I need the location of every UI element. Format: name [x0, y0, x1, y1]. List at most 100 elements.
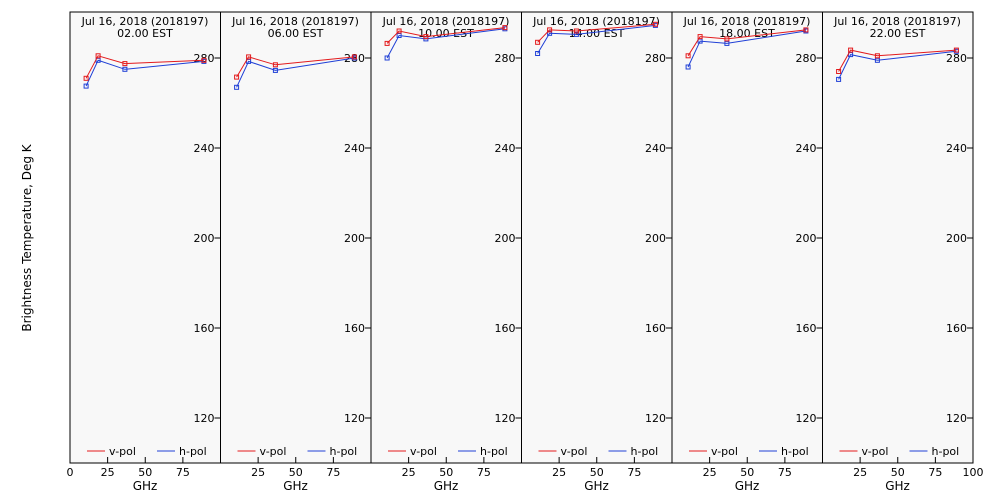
y-tick-label: 200 — [495, 232, 516, 245]
y-tick-label: 120 — [946, 412, 967, 425]
panel-title-date: Jul 16, 2018 (2018197) — [231, 15, 359, 28]
y-tick-label: 240 — [344, 142, 365, 155]
data-point-v-pol — [803, 27, 809, 33]
y-tick-label: 120 — [495, 412, 516, 425]
y-axis-label: Brightness Temperature, Deg K — [20, 143, 34, 331]
series-line-v-pol — [687, 29, 806, 57]
y-tick-label: 160 — [946, 322, 967, 335]
data-point-v-pol — [246, 54, 252, 60]
y-tick-label: 240 — [946, 142, 967, 155]
y-tick-label: 240 — [495, 142, 516, 155]
chart-panel-2: Jul 16, 2018 (2018197)06.00 EST 120 160 200… — [220, 11, 372, 493]
chart-panel-3: Jul 16, 2018 (2018197)10.00 EST 120 160 200… — [370, 11, 522, 493]
y-tick-label: 200 — [344, 232, 365, 245]
series-line-h-pol — [236, 57, 355, 88]
x-tick-label: 75 — [928, 466, 942, 479]
data-point-v-pol — [234, 74, 240, 80]
series-line-v-pol — [537, 23, 656, 43]
legend-label-v-pol: v-pol — [561, 445, 588, 458]
panel-title-date: Jul 16, 2018 (2018197) — [532, 15, 660, 28]
panel-title-date: Jul 16, 2018 (2018197) — [833, 15, 961, 28]
chart-panel-1: Jul 16, 2018 (2018197)02.00 EST 120 160 200… — [67, 11, 221, 493]
legend-label-v-pol: v-pol — [260, 445, 287, 458]
data-point-v-pol — [423, 34, 429, 40]
legend-label-h-pol: h-pol — [179, 445, 207, 458]
series-line-v-pol — [85, 55, 204, 79]
series-line-v-pol — [838, 49, 957, 72]
x-tick-label: 25 — [703, 466, 717, 479]
x-tick-label: 75 — [326, 466, 340, 479]
x-tick-label: 75 — [176, 466, 190, 479]
data-point-h-pol — [573, 31, 579, 37]
plot-frame — [521, 11, 673, 464]
x-axis-label: GHz — [885, 479, 910, 493]
data-point-v-pol — [652, 21, 658, 27]
data-point-v-pol — [848, 47, 854, 53]
data-point-v-pol — [573, 28, 579, 34]
y-tick-label: 200 — [796, 232, 817, 245]
data-point-v-pol — [836, 69, 842, 74]
y-tick-label: 160 — [645, 322, 666, 335]
legend-label-v-pol: v-pol — [410, 445, 437, 458]
data-point-v-pol — [724, 36, 730, 42]
legend-label-v-pol: v-pol — [711, 445, 738, 458]
data-point-v-pol — [685, 53, 691, 59]
data-point-v-pol — [502, 25, 508, 31]
plot-frame — [69, 11, 221, 464]
series-line-v-pol — [386, 27, 505, 44]
data-point-h-pol — [272, 67, 278, 73]
panel-title-date: Jul 16, 2018 (2018197) — [683, 15, 811, 28]
x-tick-label: 25 — [552, 466, 566, 479]
x-tick-label: 75 — [477, 466, 491, 479]
x-axis-label: GHz — [133, 479, 158, 493]
y-tick-label: 280 — [645, 52, 666, 65]
data-point-h-pol — [122, 66, 128, 72]
data-point-v-pol — [83, 75, 89, 81]
data-point-v-pol — [535, 39, 541, 45]
x-axis-label: GHz — [584, 479, 609, 493]
y-tick-label: 240 — [796, 142, 817, 155]
x-tick-label: 100 — [963, 466, 984, 479]
data-point-h-pol — [685, 64, 691, 70]
x-tick-label: 50 — [439, 466, 453, 479]
data-point-v-pol — [351, 54, 357, 60]
x-tick-label: 0 — [67, 466, 74, 479]
x-tick-label: 50 — [289, 466, 303, 479]
data-point-v-pol — [953, 47, 959, 53]
legend-label-h-pol: h-pol — [631, 445, 659, 458]
series-line-h-pol — [838, 50, 957, 80]
data-point-v-pol — [384, 40, 390, 46]
x-tick-label: 50 — [891, 466, 905, 479]
y-tick-label: 160 — [194, 322, 215, 335]
panel-title-time: 22.00 EST — [870, 27, 926, 40]
y-tick-label: 280 — [796, 52, 817, 65]
legend-label-v-pol: v-pol — [862, 445, 889, 458]
chart-panel-6: Jul 16, 2018 (2018197)22.00 EST 120 160 200… — [822, 11, 984, 493]
y-tick-label: 200 — [194, 232, 215, 245]
chart-panel-5: Jul 16, 2018 (2018197)18.00 EST 120 160 200… — [671, 11, 823, 493]
y-tick-label: 280 — [946, 52, 967, 65]
series-line-h-pol — [85, 59, 204, 87]
x-tick-label: 50 — [740, 466, 754, 479]
x-tick-label: 50 — [138, 466, 152, 479]
y-tick-label: 200 — [645, 232, 666, 245]
data-point-v-pol — [122, 61, 128, 67]
legend-label-v-pol: v-pol — [109, 445, 136, 458]
legend-label-h-pol: h-pol — [932, 445, 960, 458]
data-point-v-pol — [396, 28, 402, 34]
panel-title-date: Jul 16, 2018 (2018197) — [382, 15, 510, 28]
y-tick-label: 240 — [194, 142, 215, 155]
y-tick-label: 160 — [796, 322, 817, 335]
y-tick-label: 120 — [645, 412, 666, 425]
data-point-h-pol — [234, 84, 240, 90]
y-tick-label: 160 — [495, 322, 516, 335]
data-point-h-pol — [836, 76, 842, 82]
x-tick-label: 75 — [778, 466, 792, 479]
chart-panel-4: Jul 16, 2018 (2018197)14.00 EST120160200… — [521, 11, 673, 493]
series-line-h-pol — [687, 30, 806, 68]
x-axis-label: GHz — [735, 479, 760, 493]
data-point-v-pol — [272, 62, 278, 68]
legend-label-h-pol: h-pol — [480, 445, 508, 458]
panel-title-date: Jul 16, 2018 (2018197) — [81, 15, 209, 28]
